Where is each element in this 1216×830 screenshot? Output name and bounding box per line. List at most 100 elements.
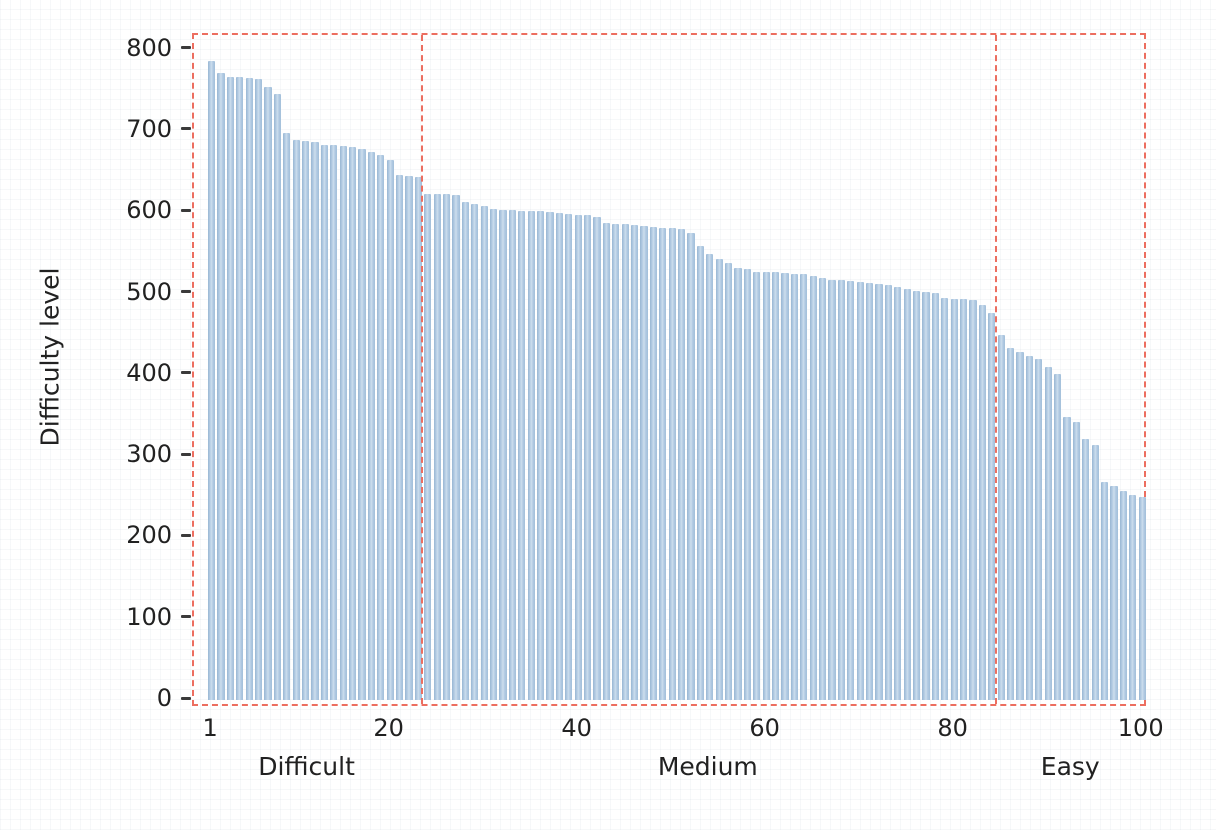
x-tick-1: 1 <box>202 714 218 742</box>
y-tick-label: 200 <box>126 521 172 550</box>
y-tick-mark <box>181 371 191 375</box>
bar-31 <box>490 208 498 700</box>
bar-3 <box>226 77 234 700</box>
bar-64 <box>800 273 808 700</box>
bar-60 <box>762 272 770 700</box>
bar-62 <box>781 273 789 700</box>
bar-95 <box>1091 444 1099 700</box>
bar-25 <box>433 193 441 700</box>
y-tick-100: 100 <box>62 603 191 631</box>
bar-77 <box>922 291 930 700</box>
bar-65 <box>809 275 817 700</box>
bar-76 <box>913 291 921 700</box>
y-tick-label: 300 <box>126 440 172 469</box>
region-divider-1 <box>421 35 424 704</box>
bar-93 <box>1072 421 1080 700</box>
bar-30 <box>480 205 488 700</box>
bar-41 <box>584 215 592 700</box>
y-tick-label: 400 <box>126 358 172 387</box>
y-tick-mark <box>181 533 191 537</box>
region-label-medium: Medium <box>657 752 758 781</box>
bar-32 <box>499 209 507 700</box>
bar-42 <box>593 217 601 700</box>
bar-1 <box>208 60 216 700</box>
bar-69 <box>847 281 855 700</box>
bar-54 <box>706 254 714 700</box>
y-tick-mark <box>181 208 191 212</box>
bar-37 <box>546 212 554 700</box>
bar-66 <box>819 278 827 700</box>
bar-99 <box>1129 495 1137 700</box>
bar-10 <box>292 139 300 700</box>
bar-12 <box>311 142 319 700</box>
bar-50 <box>668 228 676 700</box>
bar-39 <box>565 213 573 700</box>
y-tick-mark <box>181 615 191 619</box>
y-tick-400: 400 <box>62 359 191 387</box>
bar-21 <box>396 174 404 700</box>
y-tick-label: 800 <box>126 33 172 62</box>
bar-57 <box>734 268 742 700</box>
x-tick-40: 40 <box>561 714 592 742</box>
bar-27 <box>452 195 460 700</box>
bar-20 <box>386 160 394 700</box>
bar-28 <box>461 201 469 700</box>
bar-75 <box>903 288 911 700</box>
bar-29 <box>471 204 479 700</box>
bar-81 <box>960 299 968 700</box>
y-tick-mark <box>181 290 191 293</box>
region-divider-2 <box>994 35 997 704</box>
bar-52 <box>687 233 695 700</box>
bar-90 <box>1044 366 1052 700</box>
bar-68 <box>837 280 845 700</box>
bar-83 <box>978 304 986 700</box>
y-tick-label: 100 <box>126 602 172 631</box>
y-tick-mark <box>181 46 191 50</box>
bar-38 <box>555 213 563 700</box>
bar-100 <box>1138 496 1146 700</box>
bar-6 <box>255 78 263 700</box>
bar-49 <box>659 227 667 700</box>
bar-17 <box>358 148 366 700</box>
bar-92 <box>1063 417 1071 700</box>
bar-9 <box>283 133 291 700</box>
bar-16 <box>349 147 357 700</box>
bar-36 <box>537 211 545 700</box>
bar-44 <box>612 223 620 700</box>
bar-8 <box>273 93 281 700</box>
bar-58 <box>743 269 751 700</box>
bar-14 <box>330 144 338 700</box>
bar-71 <box>866 282 874 700</box>
bar-84 <box>988 313 996 700</box>
bar-4 <box>236 77 244 700</box>
bar-51 <box>678 229 686 700</box>
y-tick-300: 300 <box>62 440 191 468</box>
y-tick-500: 500 <box>62 278 191 306</box>
y-tick-mark <box>181 696 191 700</box>
bar-70 <box>856 282 864 700</box>
y-tick-600: 600 <box>62 196 191 224</box>
bar-18 <box>367 152 375 700</box>
bar-86 <box>1007 347 1015 700</box>
y-tick-800: 800 <box>62 34 191 62</box>
bar-73 <box>884 284 892 700</box>
y-tick-label: 0 <box>156 684 172 712</box>
bar-15 <box>339 145 347 700</box>
bar-5 <box>245 78 253 700</box>
bar-97 <box>1110 486 1118 700</box>
y-tick-label: 700 <box>126 114 172 143</box>
bar-33 <box>508 209 516 700</box>
y-tick-700: 700 <box>62 115 191 143</box>
region-label-easy: Easy <box>1040 752 1100 781</box>
x-tick-100: 100 <box>1117 714 1164 742</box>
bar-19 <box>377 155 385 700</box>
bar-96 <box>1101 482 1109 700</box>
bar-26 <box>443 194 451 700</box>
bar-80 <box>950 299 958 700</box>
y-tick-label: 500 <box>126 277 172 306</box>
bar-78 <box>931 292 939 700</box>
y-tick-200: 200 <box>62 521 191 549</box>
x-tick-20: 20 <box>373 714 404 742</box>
plot-area <box>192 33 1146 706</box>
